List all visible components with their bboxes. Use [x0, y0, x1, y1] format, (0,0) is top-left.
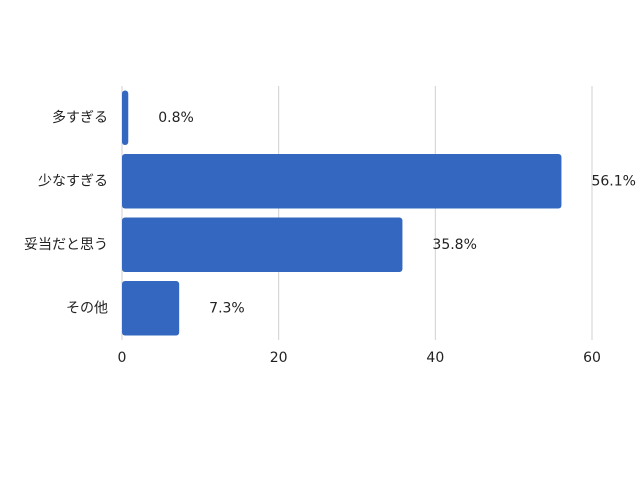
- value-label: 56.1%: [591, 173, 635, 189]
- bar: [122, 153, 562, 209]
- bar: [122, 280, 180, 336]
- x-tick-label: 40: [426, 350, 444, 366]
- bar: [122, 217, 403, 273]
- y-tick-label: 少なすぎる: [38, 173, 108, 189]
- value-label: 7.3%: [209, 300, 245, 316]
- y-tick-label: 多すぎる: [52, 109, 108, 126]
- x-tick-label: 20: [270, 350, 288, 366]
- bar: [122, 90, 129, 146]
- x-tick-label: 60: [583, 350, 601, 366]
- value-label: 35.8%: [432, 237, 476, 253]
- y-tick-label: その他: [66, 300, 108, 316]
- value-label: 0.8%: [158, 110, 194, 126]
- y-tick-label: 妥当だと思う: [24, 237, 108, 253]
- x-tick-label: 0: [118, 350, 127, 366]
